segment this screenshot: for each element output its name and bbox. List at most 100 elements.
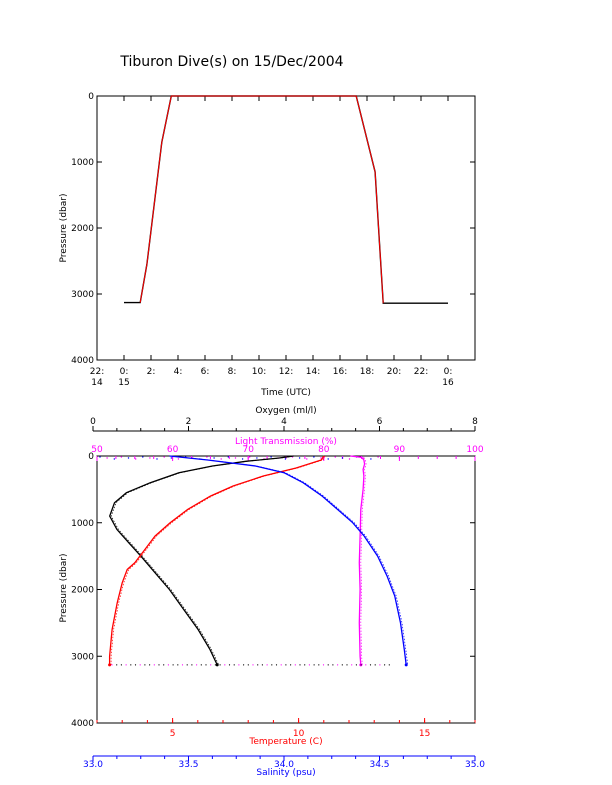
pressure-axis-ticks: 0 1000 2000 3000 4000 bbox=[71, 92, 475, 366]
bottom-scatter-point bbox=[294, 664, 296, 666]
surface-scatter-point bbox=[370, 458, 372, 460]
ctd-pressure-tick-label: 4000 bbox=[71, 719, 94, 729]
bottom-scatter-point bbox=[313, 664, 315, 666]
surface-scatter-point bbox=[99, 456, 101, 458]
surface-scatter-point bbox=[256, 457, 258, 459]
time-tick-label: 10: bbox=[252, 367, 266, 377]
pressure-axis-label-top: Pressure (dbar) bbox=[59, 194, 69, 263]
transmission-tick-label: 50 bbox=[91, 445, 103, 455]
surface-scatter-point bbox=[313, 456, 315, 458]
bottom-scatter-point bbox=[243, 664, 245, 666]
surface-scatter-point bbox=[320, 457, 322, 459]
salinity-axis-label: Salinity (psu) bbox=[256, 768, 315, 778]
surface-scatter-point bbox=[156, 458, 158, 460]
oxygen-tick-label: 6 bbox=[377, 417, 383, 427]
time-tick-label: 22: bbox=[90, 367, 104, 377]
surface-scatter-point bbox=[177, 458, 180, 460]
bottom-scatter-point bbox=[130, 664, 132, 666]
time-tick-label-date: 15 bbox=[118, 378, 129, 388]
salinity-tick-label: 33.5 bbox=[178, 760, 198, 770]
bottom-scatter-point bbox=[214, 664, 216, 666]
surface-scatter-point bbox=[149, 457, 151, 459]
time-tick-label: 20: bbox=[387, 367, 401, 377]
bottom-scatter-point bbox=[266, 664, 268, 666]
salinity-tick-label: 33.0 bbox=[83, 760, 103, 770]
oxygen-axis-label: Oxygen (ml/l) bbox=[255, 406, 316, 416]
salinity-tick-label: 34.0 bbox=[274, 760, 294, 770]
bottom-scatter-point bbox=[299, 664, 301, 666]
bottom-scatter-point bbox=[139, 664, 141, 666]
temperature-bottom-point bbox=[108, 663, 112, 667]
bottom-scatter-point bbox=[134, 664, 137, 666]
bottom-scatter-point bbox=[257, 664, 259, 666]
bottom-scatter-point bbox=[365, 664, 367, 666]
time-tick-label: 14: bbox=[306, 367, 320, 377]
surface-scatter-point bbox=[227, 456, 229, 458]
oxygen-profile-line-ascent bbox=[110, 455, 296, 666]
transmission-profile-line bbox=[350, 455, 366, 665]
transmission-tick-label: 90 bbox=[394, 445, 406, 455]
bottom-scatter-point bbox=[337, 664, 339, 666]
time-tick-label: 0: bbox=[444, 367, 453, 377]
oxygen-tick-label: 0 bbox=[90, 417, 96, 427]
bottom-scatter-point bbox=[322, 664, 325, 666]
bottom-scatter-point bbox=[172, 664, 174, 666]
surface-scatter-point bbox=[241, 458, 244, 460]
transmission-tick-label: 100 bbox=[466, 445, 483, 455]
bottom-scatter-point bbox=[379, 664, 381, 666]
oxygen-profile-line bbox=[108, 455, 294, 666]
bottom-scatter-point bbox=[163, 664, 165, 666]
time-tick-label: 4: bbox=[174, 367, 183, 377]
bottom-scatter-point bbox=[360, 664, 362, 666]
pressure-time-panel: 22:140:152: 4: 6: 8: 10: 12: 14: 16: 18: 20: 22: 0:… bbox=[59, 92, 476, 398]
bottom-scatter-point bbox=[346, 664, 348, 666]
bottom-scatter-point bbox=[275, 664, 278, 666]
surface-scatter-point bbox=[127, 457, 130, 459]
bottom-scatter-point bbox=[285, 664, 287, 666]
surface-scatter-point bbox=[334, 456, 336, 458]
bottom-scatter-point bbox=[116, 664, 118, 666]
bottom-scatter-point bbox=[341, 664, 343, 666]
bottom-scatter-point bbox=[125, 664, 127, 666]
bottom-scatter-point bbox=[290, 664, 292, 666]
time-tick-label-date: 14 bbox=[91, 378, 103, 388]
bottom-scatter-point bbox=[210, 664, 212, 666]
bottom-scatter-point bbox=[191, 664, 193, 666]
ctd-pressure-tick-label: 2000 bbox=[71, 586, 94, 596]
pressure-tick-label: 3000 bbox=[71, 290, 94, 300]
bottom-scatter-point bbox=[120, 664, 122, 666]
surface-scatter-point bbox=[234, 457, 237, 459]
bottom-scatter-point bbox=[186, 664, 188, 666]
salinity-profile-line-ascent bbox=[170, 455, 409, 665]
salinity-tick-label: 34.5 bbox=[369, 760, 389, 770]
time-tick-label: 12: bbox=[279, 367, 293, 377]
temperature-profile-line bbox=[108, 455, 325, 665]
ctd-pressure-tick-label: 1000 bbox=[71, 519, 94, 529]
transmission-tick-label: 80 bbox=[318, 445, 330, 455]
transmission-tick-label: 60 bbox=[167, 445, 179, 455]
bottom-scatter-point bbox=[219, 664, 221, 666]
bottom-scatter-point bbox=[252, 664, 254, 666]
ctd-series bbox=[99, 455, 409, 667]
salinity-tick-label: 35.0 bbox=[465, 760, 485, 770]
oxygen-tick-label: 2 bbox=[186, 417, 192, 427]
bottom-scatter-point bbox=[374, 664, 376, 666]
time-tick-label: 0: bbox=[120, 367, 129, 377]
bottom-scatter-point bbox=[384, 664, 386, 666]
bottom-scatter-point bbox=[228, 664, 231, 666]
bottom-scatter-point bbox=[200, 664, 202, 666]
dive-track-series bbox=[124, 95, 448, 304]
ctd-profile-panel: 0 2 4 6 8 50 60 70 80 90 100 5 10 15 33.0 33.5 34.0 34.5 3… bbox=[59, 406, 485, 778]
bottom-scatter-point bbox=[233, 664, 235, 666]
bottom-scatter-point bbox=[261, 664, 263, 666]
temperature-profile-line-ascent bbox=[110, 455, 326, 665]
surface-scatter-point bbox=[270, 456, 272, 458]
time-tick-label: 2: bbox=[147, 367, 156, 377]
transmission-tick-label: 70 bbox=[242, 445, 254, 455]
bottom-scatter-point bbox=[318, 664, 320, 666]
time-tick-label: 6: bbox=[201, 367, 210, 377]
time-tick-label: 18: bbox=[360, 367, 374, 377]
bottom-scatter-point bbox=[369, 664, 372, 666]
transmission-profile-line-ascent bbox=[351, 455, 367, 665]
